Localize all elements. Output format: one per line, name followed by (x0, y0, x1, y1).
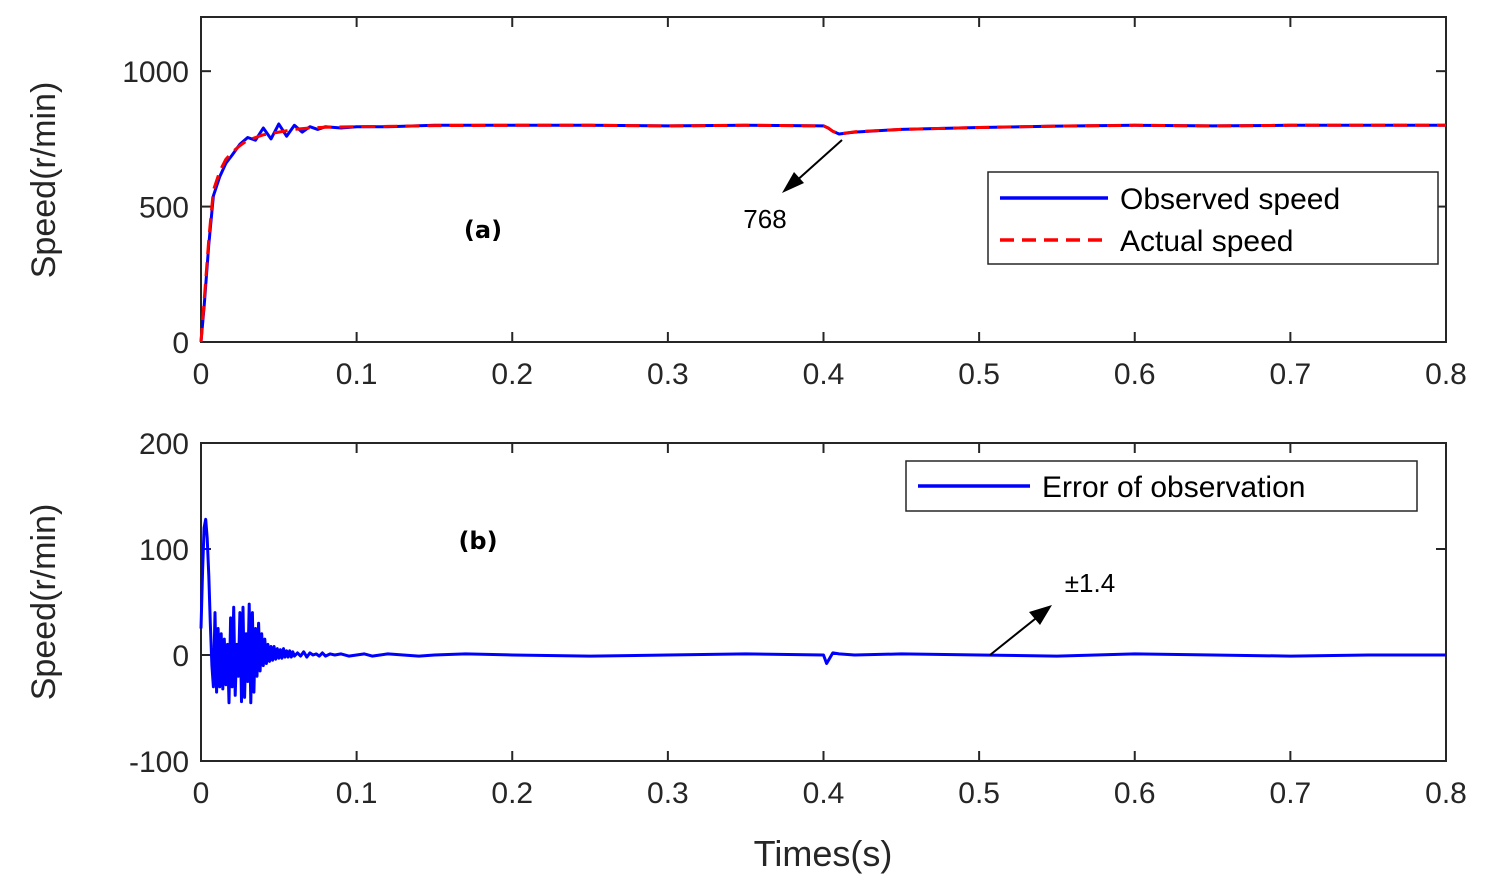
legend-a: Observed speed Actual speed (987, 171, 1439, 265)
x-tick-label-b-3: 0.3 (647, 777, 689, 810)
y-tick-label-a-0: 0 (172, 327, 189, 360)
y-axis-label-b: Speed(r/min) (25, 504, 63, 701)
x-tick-label-b-2: 0.2 (491, 777, 533, 810)
x-tick-label-b-5: 0.5 (958, 777, 1000, 810)
y-tick-label-b-3: 200 (139, 428, 189, 461)
y-axis-label-a: Speed(r/min) (25, 82, 63, 279)
x-tick-label-a-6: 0.6 (1114, 358, 1156, 391)
y-tick-label-a-2: 1000 (122, 56, 189, 89)
y-tick-label-b-2: 100 (139, 534, 189, 567)
annotation-arrowhead-a (782, 172, 804, 193)
annotation-text-768: 768 (743, 204, 786, 234)
x-tick-label-a-4: 0.4 (803, 358, 845, 391)
annotation-pm1-4: ±1.4 (989, 568, 1115, 656)
legend-box-a (987, 171, 1439, 265)
y-tick-label-b-0: -100 (129, 746, 189, 779)
x-tick-label-a-7: 0.7 (1270, 358, 1312, 391)
annotation-text-pm1-4: ±1.4 (1065, 568, 1115, 598)
x-tick-label-a-3: 0.3 (647, 358, 689, 391)
series-group-a (199, 122, 1446, 343)
panel-label-b: (b) (458, 527, 497, 555)
x-tick-label-a-1: 0.1 (336, 358, 378, 391)
axis-ticks-a: 0 0.1 0.2 0.3 0.4 0.5 0.6 0.7 0.8 0 500 1000 (122, 17, 1467, 391)
panel-label-a: (a) (464, 216, 502, 244)
x-tick-label-b-1: 0.1 (336, 777, 378, 810)
series-line-actual-speed (199, 123, 1446, 343)
x-axis-label: Times(s) (754, 833, 893, 874)
x-tick-label-a-8: 0.8 (1425, 358, 1467, 391)
annotation-arrow-line-b (989, 614, 1041, 656)
series-group-b (199, 517, 1446, 705)
x-tick-label-b-0: 0 (193, 777, 210, 810)
annotation-arrow-line-a (793, 139, 843, 184)
x-tick-label-b-4: 0.4 (803, 777, 845, 810)
legend-b: Error of observation (905, 460, 1418, 512)
y-tick-label-a-1: 500 (139, 192, 189, 225)
legend-label-actual-speed: Actual speed (1120, 225, 1293, 258)
series-line-error-of-observation (199, 517, 1446, 705)
legend-label-observed-speed: Observed speed (1120, 183, 1340, 216)
x-tick-label-a-5: 0.5 (958, 358, 1000, 391)
x-tick-label-b-6: 0.6 (1114, 777, 1156, 810)
x-tick-label-a-2: 0.2 (491, 358, 533, 391)
annotation-768: 768 (743, 139, 843, 234)
panel-a: 0 0.1 0.2 0.3 0.4 0.5 0.6 0.7 0.8 0 500 1000 Speed(… (25, 16, 1467, 391)
x-tick-label-b-8: 0.8 (1425, 777, 1467, 810)
annotation-arrowhead-b (1029, 605, 1052, 625)
legend-label-error-of-observation: Error of observation (1042, 471, 1305, 504)
x-tick-label-a-0: 0 (193, 358, 210, 391)
y-tick-label-b-1: 0 (172, 640, 189, 673)
x-tick-label-b-7: 0.7 (1270, 777, 1312, 810)
